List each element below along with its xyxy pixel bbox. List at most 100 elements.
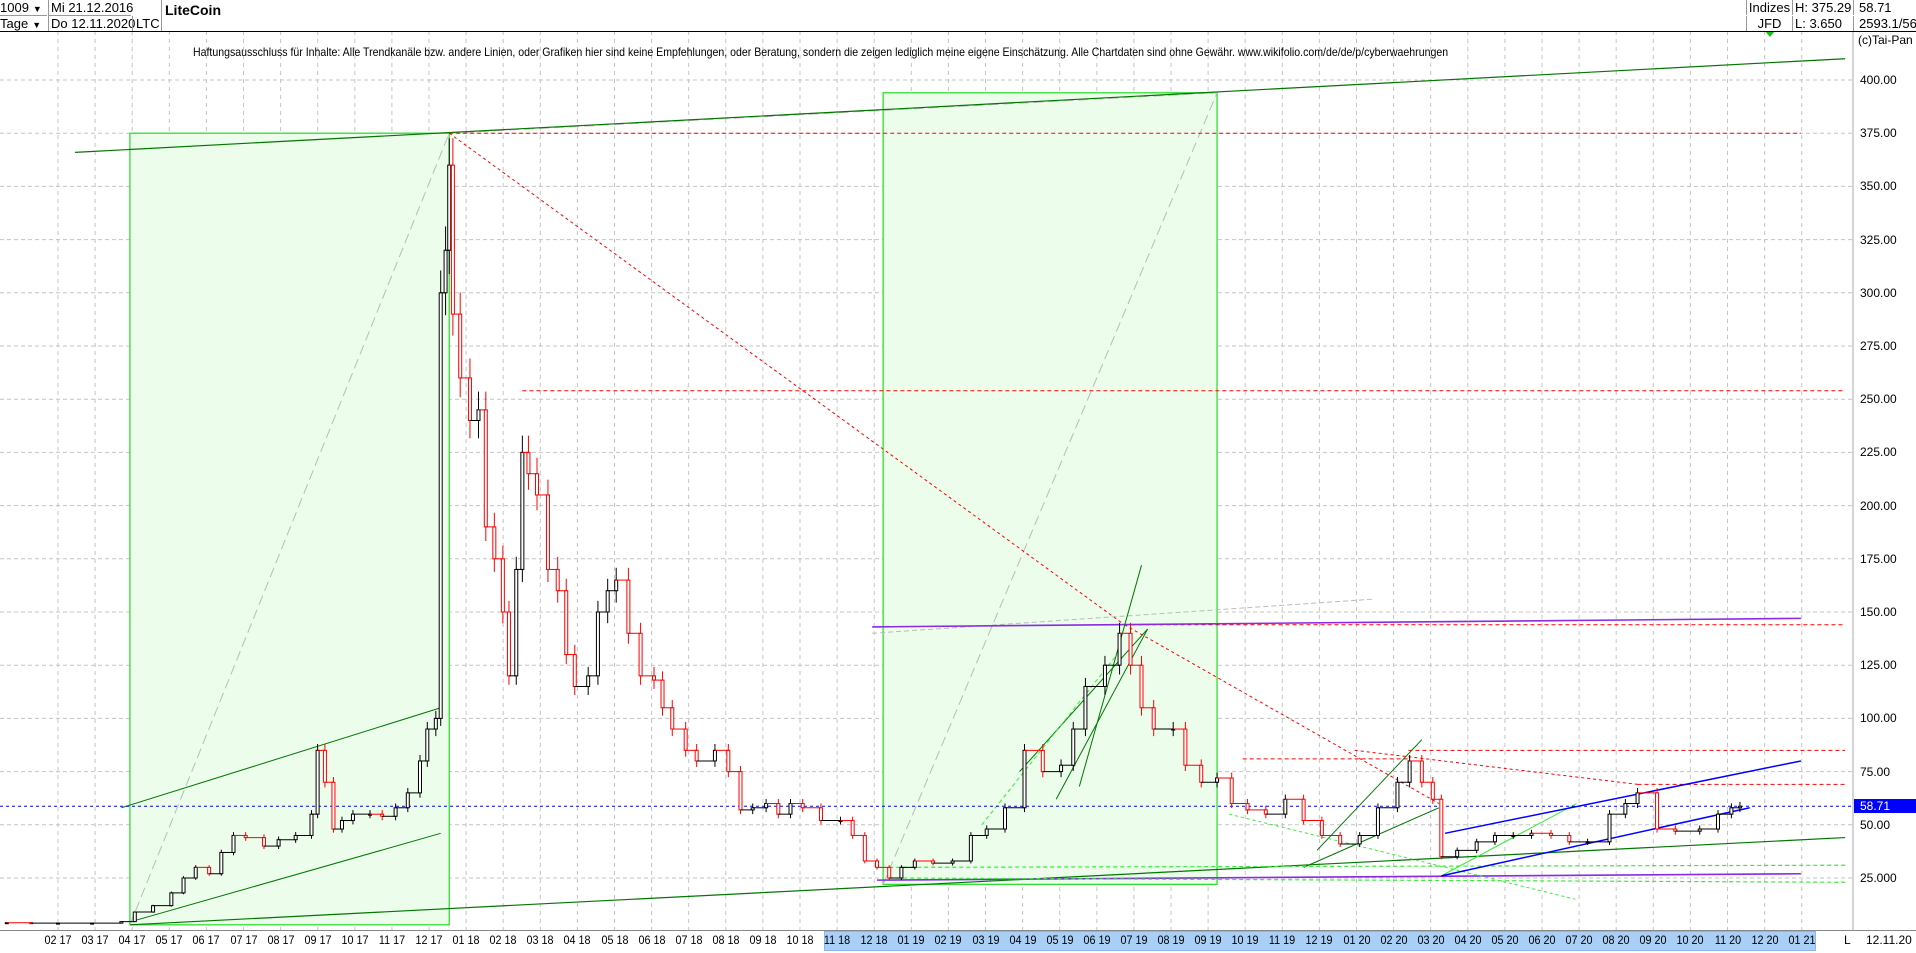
candle-body xyxy=(1439,798,1444,858)
long-term-resistance-line xyxy=(75,58,1846,153)
candle-body xyxy=(526,451,531,475)
y-tick-label: 325.00 xyxy=(1860,232,1897,247)
candle-body xyxy=(683,728,688,751)
candle-body xyxy=(800,803,805,809)
candle-body xyxy=(595,611,600,677)
red-downtrend-line xyxy=(1124,624,1440,804)
y-tick-label: 250.00 xyxy=(1860,392,1897,407)
y-tick-label: 150.00 xyxy=(1860,605,1897,619)
gray-dashed-line xyxy=(449,92,1218,134)
candle-body xyxy=(1375,807,1380,836)
x-tick-label: 07 18 xyxy=(675,933,703,947)
red-downtrend-line xyxy=(448,132,1125,626)
x-tick-label: 04 17 xyxy=(118,933,146,947)
x-tick-label: 10 20 xyxy=(1676,933,1704,947)
candle-body xyxy=(818,807,823,822)
candle-body xyxy=(1022,749,1027,809)
x-tick-label: 01 21 xyxy=(1788,933,1816,947)
end-date[interactable]: Do 12.11.2020 xyxy=(48,16,135,31)
candle-body xyxy=(862,834,867,862)
candle-body xyxy=(912,860,917,868)
x-tick-label: 12 17 xyxy=(415,933,443,947)
candle-body xyxy=(483,409,488,528)
candle-body xyxy=(506,611,511,677)
candle-body xyxy=(660,679,665,709)
candle-body xyxy=(726,749,731,773)
category: Indizes xyxy=(1746,0,1792,15)
candle-body xyxy=(614,579,619,592)
candle-body xyxy=(984,828,989,836)
candle-body xyxy=(447,164,452,251)
chevron-down-icon: ▼ xyxy=(32,20,42,30)
candle-body xyxy=(467,377,472,421)
candle-body xyxy=(207,866,212,875)
candle-body xyxy=(339,820,344,830)
candle-body xyxy=(564,590,569,656)
candle-body xyxy=(393,807,398,817)
candle-body xyxy=(968,834,973,862)
x-tick-label: 04 20 xyxy=(1454,933,1482,947)
x-tick-label: 05 20 xyxy=(1491,933,1519,947)
candle-body xyxy=(433,717,438,730)
green-dashed-support-line xyxy=(889,864,1846,868)
y-tick-label: 300.00 xyxy=(1860,285,1897,300)
candle-body xyxy=(1635,792,1640,805)
x-tick-label: 02 18 xyxy=(489,933,517,947)
x-tick-label: 01 20 xyxy=(1342,933,1371,947)
candle-body xyxy=(1492,834,1497,843)
candle-body xyxy=(1357,834,1362,845)
bars-count-dropdown[interactable]: 1009 ▼ xyxy=(0,0,47,16)
x-tick-label: 05 18 xyxy=(600,933,629,947)
last-value: 58.71 xyxy=(1853,0,1892,15)
candle-body xyxy=(899,866,904,879)
candle-body xyxy=(1003,807,1008,830)
x-tick-label: 09 18 xyxy=(749,933,777,947)
x-tick-label: 01 18 xyxy=(452,933,480,947)
x-tick-label: 03 17 xyxy=(81,933,109,947)
candle-body xyxy=(514,568,519,677)
x-tick-label: 06 18 xyxy=(638,933,666,947)
green-dashed-line xyxy=(981,654,1118,826)
candle-body xyxy=(276,839,281,847)
y-tick-label: 50.00 xyxy=(1860,817,1891,832)
triangle-down-icon xyxy=(1765,31,1775,37)
x-tick-label: 12 20 xyxy=(1751,933,1779,947)
y-tick-label: 100.00 xyxy=(1860,711,1897,726)
x-tick-label: 11 18 xyxy=(823,933,851,947)
candle-body xyxy=(1407,760,1412,783)
candle-body xyxy=(545,494,550,570)
candle-body xyxy=(309,813,314,836)
candle-body xyxy=(1715,813,1720,830)
x-tick-label: 11 20 xyxy=(1714,933,1741,947)
x-axis-visible-range[interactable] xyxy=(824,931,1816,951)
candle-body xyxy=(169,892,174,907)
candle-body xyxy=(670,707,675,730)
candle-body xyxy=(1215,777,1220,783)
candle-body xyxy=(1567,834,1572,843)
candle-body xyxy=(1729,807,1734,815)
candle-body xyxy=(1040,749,1045,773)
box-diagonal xyxy=(129,133,450,926)
info-value: 2593.1/56 xyxy=(1853,16,1916,31)
candle-body xyxy=(1245,803,1250,811)
blue-channel-upper-line xyxy=(1444,760,1802,835)
long-term-support-line xyxy=(129,836,1846,926)
candle-body xyxy=(1083,685,1088,730)
candle-body xyxy=(850,820,855,836)
candle-body xyxy=(1395,781,1400,809)
candle-body xyxy=(764,803,769,809)
y-tick-label: 75.00 xyxy=(1860,764,1891,779)
green-trend-line xyxy=(1441,803,1577,877)
candle-body xyxy=(1474,841,1479,851)
candle-body xyxy=(405,792,410,809)
candle-body xyxy=(193,866,198,879)
period-dropdown[interactable]: Tage ▼ xyxy=(0,16,47,31)
x-tick-label: 03 20 xyxy=(1417,933,1445,947)
candle-body xyxy=(1623,803,1628,815)
disclaimer-text: Haftungsausschluss für Inhalte: Alle Tre… xyxy=(193,45,1449,59)
start-date[interactable]: Mi 21.12.2016 xyxy=(48,0,133,16)
candle-body xyxy=(293,834,298,841)
period: Tage xyxy=(0,16,29,31)
y-tick-label: 275.00 xyxy=(1860,339,1897,353)
candle-body xyxy=(151,905,156,913)
